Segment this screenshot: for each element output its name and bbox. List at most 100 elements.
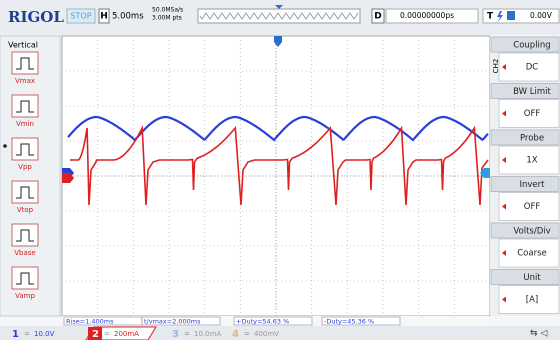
measure-icon <box>11 223 39 247</box>
menu-header <box>490 269 560 285</box>
memory-depth: 3.00M pts <box>152 15 182 22</box>
menu-header <box>490 129 560 146</box>
channel-number-bg <box>88 327 102 340</box>
delay-label: D <box>374 12 381 22</box>
measurement: -Duty=45.36 % <box>324 318 374 326</box>
menu-value-box <box>498 238 560 268</box>
channel-coupling: = <box>104 330 110 338</box>
menu-value-box <box>498 52 560 82</box>
measure-glyph <box>16 100 34 113</box>
trigger-label: T <box>487 12 494 22</box>
menu-value-box <box>498 99 560 128</box>
measure-glyph <box>16 57 34 70</box>
menu-header <box>490 36 560 53</box>
menu-arrow <box>502 250 506 256</box>
top-bar: RIGOL STOP H 5.00ms 50.0MSa/s 3.00M pts … <box>0 0 560 35</box>
menu-item-label: Vmax <box>15 77 35 85</box>
channel-coupling: = <box>184 330 190 338</box>
channel-2-trace <box>70 125 489 206</box>
menu-item-label: Vamp <box>15 292 35 300</box>
measurement: Rise=1.400ms <box>66 318 114 326</box>
trigger-level: 0.00V <box>530 11 553 20</box>
menu-arrow <box>502 203 506 210</box>
menu-item-label: Vtop <box>17 206 34 214</box>
measure-glyph <box>16 272 34 285</box>
selected-dot <box>3 144 7 148</box>
menu-item-value: 1X <box>526 156 537 166</box>
channel-scale: 10.0V <box>34 330 55 338</box>
measurement: +Duty=54.63 % <box>236 318 289 326</box>
channel-coupling: = <box>244 330 250 338</box>
trigger-level-marker <box>480 168 490 178</box>
channel-scale: 200mA <box>114 330 139 338</box>
channel-number: 2 <box>92 329 99 340</box>
channel-2-marker <box>62 173 74 183</box>
channel-scale: 10.0mA <box>194 330 221 338</box>
channel-number: 1 <box>12 329 19 340</box>
left-menu-title: Vertical <box>8 41 38 50</box>
trigger-box <box>482 8 560 24</box>
channel-label: CH2 <box>492 59 500 74</box>
usb-icon: ⇆ ◁ <box>530 329 547 339</box>
channel-number: 4 <box>232 329 239 340</box>
trigger-position <box>275 5 283 9</box>
menu-header <box>490 176 560 192</box>
menu-item-value: Coarse <box>517 249 547 259</box>
measurement: t/vmax=2.000ms <box>144 318 201 326</box>
trigger-time-marker <box>274 36 282 47</box>
menu-header <box>490 83 560 99</box>
measure-glyph <box>16 186 34 199</box>
menu-value-box <box>498 285 560 314</box>
measure-box <box>141 316 221 326</box>
menu-item-value: OFF <box>524 202 541 212</box>
menu-item-label: Vbase <box>14 249 35 257</box>
menu-arrow <box>502 110 506 117</box>
measure-icon <box>11 137 39 161</box>
channel-coupling: = <box>24 330 30 338</box>
menu-item-label: Volts/Div <box>513 227 550 237</box>
channel-bar: 1 = 10.0V 2 = 200mA 3 = 10.0mA 4 = 400mV ⇆ ◁ <box>0 326 560 340</box>
measure-bar: Rise=1.400ms t/vmax=2.000ms +Duty=54.63 % -… <box>62 316 490 326</box>
channel-bar-bg <box>0 326 560 340</box>
menu-item-label: Invert <box>520 180 546 190</box>
measure-icon <box>11 180 39 204</box>
h-box <box>98 8 110 24</box>
right-menu: CH2 Coupling DC BW Limit OFF Probe 1X Invert OF… <box>490 36 560 316</box>
menu-item-value: [A] <box>526 295 538 305</box>
status: STOP <box>70 12 91 21</box>
measure-box <box>233 316 313 326</box>
menu-item-label: Probe <box>520 134 544 144</box>
measure-glyph <box>16 229 34 242</box>
memory-zigzag <box>199 12 359 20</box>
channel-number: 3 <box>172 329 179 340</box>
brand: RIGOL <box>8 8 64 26</box>
menu-value-box <box>498 192 560 221</box>
menu-arrow <box>502 296 506 303</box>
delay: 0.00000000ps <box>400 11 454 20</box>
menu-item-value: OFF <box>524 109 541 119</box>
menu-item-label: Vpp <box>18 163 32 171</box>
menu-value-box <box>498 145 560 175</box>
channel-scale: 400mV <box>254 330 279 338</box>
menu-item-value: DC <box>526 63 539 73</box>
trigger-edge-icon <box>497 11 503 22</box>
measure-box <box>321 316 401 326</box>
d-box <box>371 8 385 24</box>
measure-icon <box>11 94 39 118</box>
menu-item-label: Coupling <box>513 41 550 51</box>
menu-header <box>490 222 560 239</box>
menu-item-label: Unit <box>523 273 541 283</box>
measure-glyph <box>16 143 34 156</box>
status-box <box>66 8 96 24</box>
menu-item-label: BW Limit <box>513 87 551 97</box>
measure-icon <box>11 51 39 75</box>
delay-box <box>385 8 479 24</box>
timebase-label: H <box>100 12 108 22</box>
sample-rate: 50.0MSa/s <box>152 7 183 14</box>
left-menu: Vertical Vmax Vmin Vpp Vtop Vbase Vamp <box>0 35 61 317</box>
menu-arrow <box>502 157 506 163</box>
trigger-source-icon <box>507 11 515 20</box>
timebase: 5.00ms <box>112 12 144 22</box>
menu-arrow <box>502 64 506 70</box>
graticule <box>61 35 491 317</box>
